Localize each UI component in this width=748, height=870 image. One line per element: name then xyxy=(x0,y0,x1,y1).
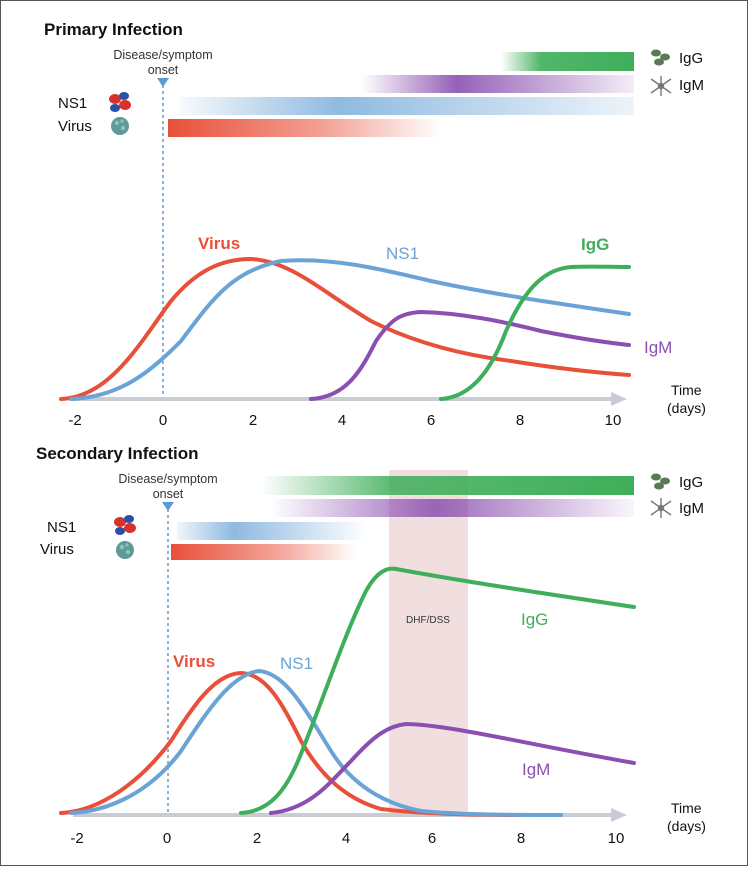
primary-ns1-curve xyxy=(69,258,631,401)
virus-particle-icon xyxy=(111,117,129,135)
secondary-virus-label: Virus xyxy=(173,652,215,671)
primary-axis-arrow-icon xyxy=(611,392,627,406)
secondary-tick: 8 xyxy=(517,830,525,847)
igg-antibody-icon xyxy=(651,473,670,490)
primary-ns1-bar xyxy=(179,97,634,115)
igg-antibody-icon xyxy=(651,49,670,66)
ns1-protein-icon xyxy=(114,515,136,535)
secondary-ns1-bar xyxy=(177,522,367,540)
primary-igg-label: IgG xyxy=(581,235,609,254)
primary-tick: 2 xyxy=(249,412,257,429)
primary-tick: 4 xyxy=(338,412,346,429)
primary-igm-bar xyxy=(361,75,634,93)
primary-legend-ns1: NS1 xyxy=(58,95,87,112)
secondary-igm-label: IgM xyxy=(522,760,550,779)
igm-antibody-icon xyxy=(650,76,672,96)
secondary-onset-label-2: onset xyxy=(153,487,184,501)
secondary-igg-label: IgG xyxy=(521,610,548,629)
secondary-legend-virus: Virus xyxy=(40,541,74,558)
secondary-igm-curve xyxy=(269,721,636,815)
secondary-tick: 0 xyxy=(163,830,171,847)
secondary-virus-bar xyxy=(171,544,356,560)
secondary-legend-igm: IgM xyxy=(679,500,704,517)
primary-onset-label-2: onset xyxy=(148,63,179,77)
secondary-tick: 4 xyxy=(342,830,350,847)
primary-igm-label: IgM xyxy=(644,338,672,357)
secondary-legend-ns1: NS1 xyxy=(47,519,76,536)
primary-onset-label: Disease/symptom xyxy=(113,48,212,62)
ns1-protein-icon xyxy=(109,92,131,112)
primary-tick: -2 xyxy=(68,412,81,429)
primary-igg-curve xyxy=(439,264,631,401)
primary-legend-igm: IgM xyxy=(679,77,704,94)
primary-panel: Primary Infection Disease/symptom onset … xyxy=(44,20,706,429)
secondary-ns1-label: NS1 xyxy=(280,654,313,673)
virus-particle-icon xyxy=(116,541,134,559)
primary-tick: 10 xyxy=(605,412,622,429)
secondary-axis-label-2: (days) xyxy=(667,818,706,834)
secondary-virus-curve xyxy=(59,670,523,817)
secondary-igg-bar xyxy=(261,476,634,495)
secondary-tick: -2 xyxy=(70,830,83,847)
secondary-onset-arrow-icon xyxy=(162,502,174,511)
primary-igm-curve xyxy=(309,309,631,401)
primary-title: Primary Infection xyxy=(44,20,183,39)
igm-antibody-icon xyxy=(650,498,672,518)
primary-tick: 0 xyxy=(159,412,167,429)
secondary-legend-igg: IgG xyxy=(679,474,703,491)
secondary-tick: 2 xyxy=(253,830,261,847)
secondary-onset-label: Disease/symptom xyxy=(118,472,217,486)
primary-onset-arrow-icon xyxy=(157,78,169,87)
primary-igg-bar xyxy=(501,52,634,71)
primary-virus-curve xyxy=(59,256,631,401)
secondary-tick: 6 xyxy=(428,830,436,847)
primary-virus-bar xyxy=(168,119,443,137)
primary-tick: 8 xyxy=(516,412,524,429)
secondary-ns1-curve xyxy=(69,668,563,817)
dhf-dss-band xyxy=(389,470,468,815)
secondary-title: Secondary Infection xyxy=(36,444,198,463)
primary-axis-label: Time xyxy=(671,382,702,398)
secondary-axis-arrow-icon xyxy=(611,808,627,822)
secondary-tick: 10 xyxy=(608,830,625,847)
primary-legend-virus: Virus xyxy=(58,118,92,135)
primary-axis-label-2: (days) xyxy=(667,400,706,416)
primary-virus-label: Virus xyxy=(198,234,240,253)
dhf-dss-label: DHF/DSS xyxy=(406,615,450,626)
secondary-igm-bar xyxy=(271,499,634,517)
primary-tick: 6 xyxy=(427,412,435,429)
primary-legend-igg: IgG xyxy=(679,50,703,67)
secondary-igg-curve xyxy=(239,566,636,815)
secondary-axis-label: Time xyxy=(671,800,702,816)
primary-ns1-label: NS1 xyxy=(386,244,419,263)
secondary-panel: Secondary Infection Disease/symptom onse… xyxy=(36,444,706,847)
